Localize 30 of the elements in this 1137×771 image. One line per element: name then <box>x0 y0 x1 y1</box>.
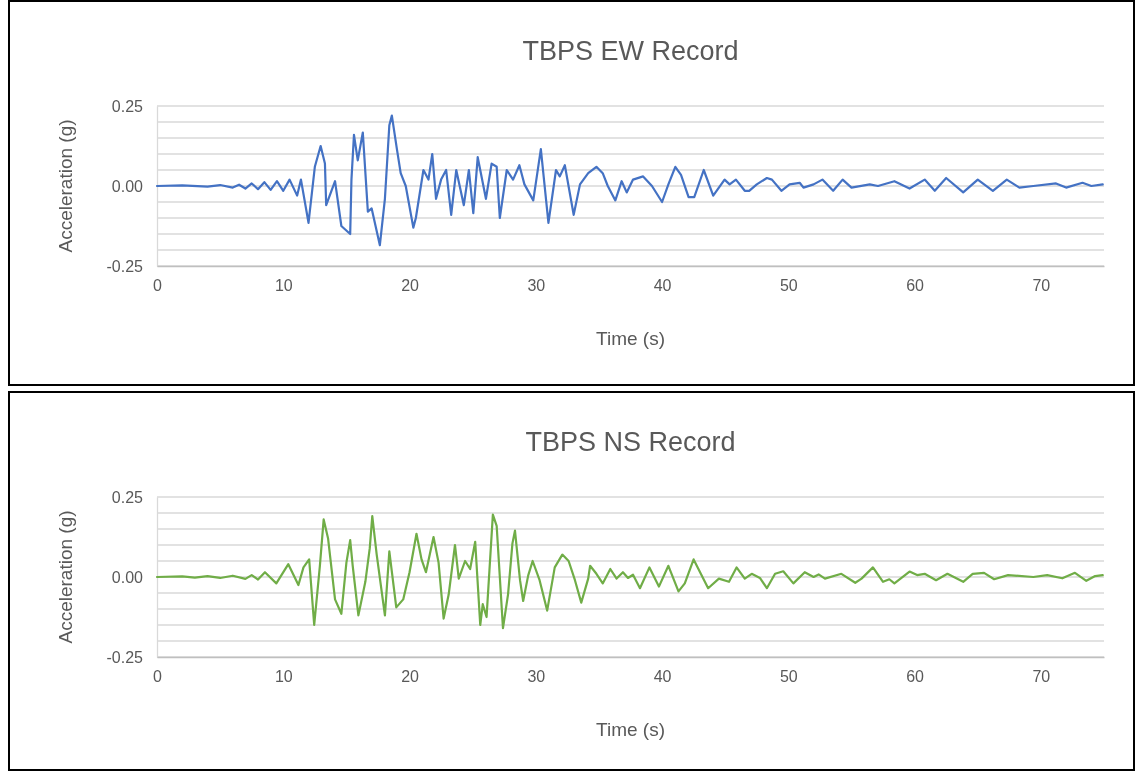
x-tick-label: 40 <box>653 668 672 686</box>
x-axis-title: Time (s) <box>596 328 665 349</box>
x-tick-label: 40 <box>653 277 672 295</box>
chart-title: TBPS NS Record <box>525 427 736 457</box>
x-tick-label: 0 <box>153 277 163 295</box>
line-series <box>155 114 1104 247</box>
y-tick-label: 0.00 <box>111 177 144 195</box>
x-tick-label: 0 <box>153 668 163 686</box>
x-axis-title: Time (s) <box>596 719 665 740</box>
y-tick-label: 0.25 <box>111 488 144 506</box>
y-tick-label: -0.25 <box>106 257 144 275</box>
x-tick-label: 20 <box>401 668 420 686</box>
x-tick-label: 10 <box>274 277 293 295</box>
x-tick-label: 30 <box>527 668 546 686</box>
y-tick-label: 0.00 <box>111 568 144 586</box>
x-tick-label: 70 <box>1032 668 1051 686</box>
y-tick-label: 0.25 <box>111 97 144 115</box>
line-series <box>155 513 1104 630</box>
x-tick-label: 10 <box>274 668 293 686</box>
x-tick-label: 70 <box>1032 277 1051 295</box>
x-tick-label: 50 <box>779 668 798 686</box>
chart-title: TBPS EW Record <box>522 36 739 66</box>
x-tick-label: 30 <box>527 277 546 295</box>
y-axis-title: Acceleration (g) <box>55 119 76 253</box>
y-axis-title: Acceleration (g) <box>55 510 76 644</box>
x-tick-label: 20 <box>401 277 420 295</box>
y-tick-label: -0.25 <box>106 648 144 666</box>
x-tick-label: 50 <box>779 277 798 295</box>
x-tick-label: 60 <box>906 277 925 295</box>
x-tick-label: 60 <box>906 668 925 686</box>
